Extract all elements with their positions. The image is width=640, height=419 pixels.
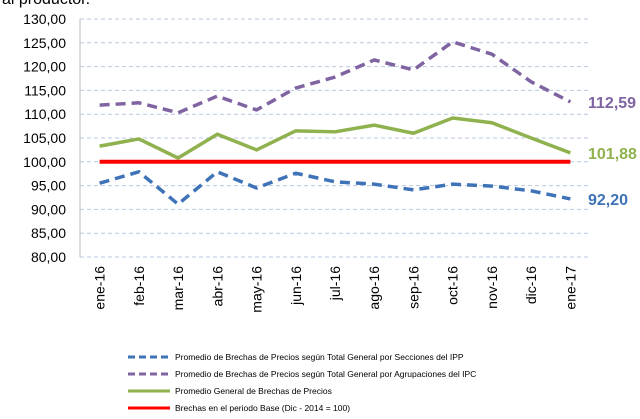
x-tick-label: feb-16 <box>131 266 147 306</box>
y-tick-label: 85,00 <box>31 225 66 241</box>
y-tick-label: 95,00 <box>31 178 66 194</box>
x-tick-label: ago-16 <box>366 266 382 310</box>
x-tick-label: sep-16 <box>405 266 421 309</box>
y-tick-label: 90,00 <box>31 201 66 217</box>
legend-label: Promedio de Brechas de Precios según Tot… <box>175 369 476 379</box>
series-line <box>99 40 572 115</box>
x-tick-label: oct-16 <box>445 266 461 305</box>
value-label: 112,59 <box>588 95 636 112</box>
x-tick-label: jun-16 <box>288 266 304 306</box>
value-label: 92,20 <box>588 192 628 209</box>
x-tick-label: ene-17 <box>562 266 578 310</box>
x-tick-label: ene-16 <box>92 266 108 310</box>
x-tick-label: mar-16 <box>170 266 186 311</box>
series-line <box>99 116 572 160</box>
legend-label: Brechas en el periodo Base (Dic - 2014 =… <box>175 403 350 413</box>
y-tick-label: 115,00 <box>24 82 66 98</box>
x-tick-label: dic-16 <box>523 266 539 304</box>
legend-label: Promedio de Brechas de Precios según Tot… <box>175 352 464 362</box>
chart-title: al productor. <box>2 0 90 8</box>
y-tick-label: 100,00 <box>23 154 66 170</box>
x-tick-label: may-16 <box>249 266 265 313</box>
x-tick-label: jul-16 <box>327 266 343 301</box>
y-tick-label: 80,00 <box>31 249 66 265</box>
series-line <box>99 170 571 206</box>
y-tick-label: 120,00 <box>23 59 66 75</box>
y-tick-label: 110,00 <box>24 106 66 122</box>
y-tick-label: 105,00 <box>23 130 66 146</box>
x-tick-label: abr-16 <box>209 266 225 307</box>
x-tick-label: nov-16 <box>484 266 500 309</box>
y-tick-label: 125,00 <box>23 35 66 51</box>
y-tick-label: 130,00 <box>23 11 66 27</box>
legend-label: Promedio General de Brechas de Precios <box>175 386 332 396</box>
value-label: 101,88 <box>588 146 637 163</box>
